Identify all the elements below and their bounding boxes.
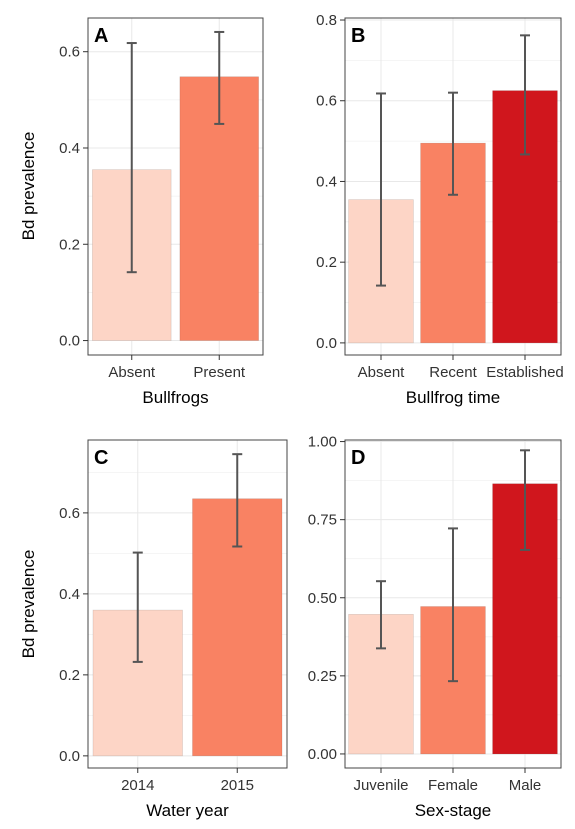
x-tick-label: Absent (358, 364, 406, 381)
x-tick-label: Juvenile (353, 777, 408, 794)
y-tick-label: 1.00 (308, 434, 337, 451)
y-tick-label: 0.6 (59, 505, 80, 522)
y-tick-label: 0.50 (308, 590, 337, 607)
x-tick-label: Established (486, 364, 564, 381)
y-tick-label: 0.2 (59, 236, 80, 253)
x-tick-label: Present (193, 364, 246, 381)
y-tick-label: 0.6 (316, 93, 337, 110)
y-tick-label: 0.4 (59, 140, 80, 157)
x-axis-title: Sex-stage (415, 801, 492, 820)
y-tick-label: 0.25 (308, 668, 337, 685)
panel-letter: B (351, 25, 365, 47)
panel-letter: C (94, 447, 108, 469)
y-tick-label: 0.75 (308, 512, 337, 529)
x-tick-label: 2015 (221, 777, 254, 794)
x-axis-title: Water year (146, 801, 229, 820)
y-tick-label: 0.2 (59, 667, 80, 684)
x-tick-label: Absent (108, 364, 156, 381)
panel-letter: A (94, 25, 108, 47)
y-tick-label: 0.4 (316, 173, 337, 190)
panel-border (87, 17, 264, 356)
y-tick-label: 0.6 (59, 44, 80, 61)
x-tick-label: Female (428, 777, 478, 794)
y-tick-label: 0.8 (316, 12, 337, 29)
panel-d: 0.00 0.25 0.50 0.75 1.00 Juvenile Female Male Se… (308, 434, 562, 820)
x-axis-title: Bullfrog time (406, 388, 500, 407)
y-tick-label: 0.4 (59, 586, 80, 603)
y-tick-label: 0.0 (59, 333, 80, 350)
y-axis-title: Bd prevalence (19, 550, 38, 659)
y-tick-label: 0.2 (316, 254, 337, 271)
panel-border (87, 439, 288, 769)
y-tick-label: 0.0 (316, 335, 337, 352)
panel-letter: D (351, 447, 365, 469)
y-tick-label: 0.0 (59, 748, 80, 765)
panel-c: 0.0 0.2 0.4 0.6 2014 2015 Water year Bd prevale… (19, 439, 288, 820)
panel-a: 0.0 0.2 0.4 0.6 Absent Present Bullfrogs Bd pre… (19, 17, 264, 407)
x-axis-title: Bullfrogs (142, 388, 208, 407)
panel-b: 0.0 0.2 0.4 0.6 0.8 Absent Recent Established Bu… (316, 12, 564, 407)
y-tick-label: 0.00 (308, 746, 337, 763)
x-tick-label: 2014 (121, 777, 154, 794)
x-tick-label: Recent (429, 364, 477, 381)
y-axis-title: Bd prevalence (19, 132, 38, 241)
x-tick-label: Male (509, 777, 542, 794)
